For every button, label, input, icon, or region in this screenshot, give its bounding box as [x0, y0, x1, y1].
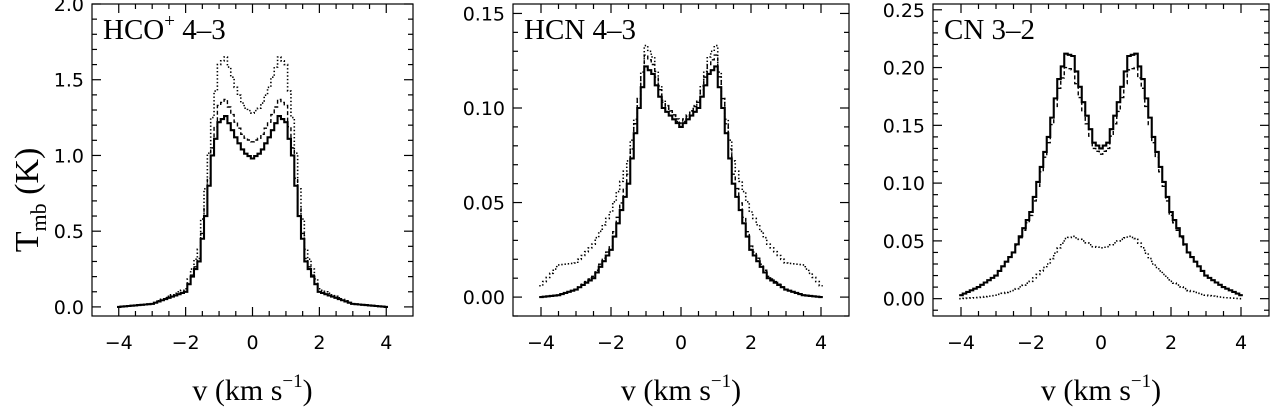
- y-tick-label: 0.10: [463, 98, 505, 120]
- y-tick-label: 0.0: [54, 297, 84, 319]
- series-dashed-line: [117, 98, 388, 308]
- y-tick-label: 0.00: [883, 289, 925, 311]
- x-axis-label: v (km s−1): [1041, 371, 1161, 407]
- panel-title: HCO+ 4–3: [103, 11, 226, 46]
- y-axis-label: Tmb (K): [9, 148, 51, 253]
- series-dotted-line: [117, 56, 388, 308]
- plot-frame: [512, 3, 850, 317]
- x-axis-label-close: ): [1151, 374, 1161, 407]
- panel-2: −4 −2 0 2 4 0.00 0.05 0.10 0.15 HCN 4–3 v (km s−1): [463, 3, 850, 407]
- x-tick-label: 0: [1095, 332, 1107, 354]
- series-dashed-line: [959, 66, 1243, 296]
- x-tick-label: −4: [105, 332, 133, 354]
- y-tick-label: 0.05: [463, 193, 505, 215]
- x-axis-label-sup: −1: [711, 371, 731, 392]
- y-tick-label: 0.25: [883, 0, 925, 22]
- y-tick-label: 1.0: [54, 145, 84, 167]
- series-dotted-line: [539, 44, 823, 287]
- x-tick-label: 2: [745, 332, 757, 354]
- x-tick-label: −4: [947, 332, 975, 354]
- x-axis-label-sup: −1: [1131, 371, 1151, 392]
- y-tick-label: 0.20: [883, 58, 925, 80]
- x-axis-label-sup: −1: [282, 371, 302, 392]
- panel-title: CN 3–2: [944, 14, 1035, 46]
- y-axis-label-unit: (K): [9, 148, 46, 204]
- y-tick-label: 0.15: [463, 3, 505, 25]
- x-tick-label: −4: [527, 332, 555, 354]
- x-axis-label-main: v (km s: [192, 374, 282, 407]
- plot-frame: [932, 3, 1270, 317]
- panel-3: −4 −2 0 2 4 0.00 0.05 0.10 0.15 0.20 0.25 CN 3–2 v (…: [883, 0, 1270, 407]
- y-tick-label: 0.5: [54, 221, 84, 243]
- x-axis-label: v (km s−1): [192, 371, 312, 407]
- x-axis-label-close: ): [303, 374, 313, 407]
- panel-1: −4 −2 0 2 4 0.0 0.5 1.0 1.5 2.0 HCO+ 4–3 v (km s−1): [54, 0, 414, 407]
- y-tick-label: 1.5: [54, 70, 84, 92]
- panel-title-rest: 4–3: [175, 14, 226, 46]
- x-axis-label: v (km s−1): [621, 371, 741, 407]
- panel-title-main: HCO: [103, 14, 164, 46]
- series-dashed-line: [539, 54, 823, 298]
- x-axis-label-main: v (km s: [621, 374, 711, 407]
- x-tick-label: 0: [246, 332, 258, 354]
- plot-frame: [91, 3, 414, 317]
- x-tick-label: −2: [172, 332, 200, 354]
- x-tick-label: −2: [1017, 332, 1045, 354]
- y-tick-label: 2.0: [54, 0, 84, 16]
- y-axis-label-main: T: [9, 231, 46, 252]
- x-tick-label: 2: [1165, 332, 1177, 354]
- series-solid-line: [117, 115, 388, 308]
- y-axis-label-sub: mb: [26, 203, 51, 231]
- x-tick-label: 0: [675, 332, 687, 354]
- panel-title: HCN 4–3: [524, 14, 636, 46]
- panel-title-main: HCN 4–3: [524, 14, 636, 46]
- y-tick-label: 0.05: [883, 231, 925, 253]
- series-solid-line: [959, 52, 1243, 297]
- x-tick-label: 4: [380, 332, 392, 354]
- series-dotted-line: [959, 235, 1243, 300]
- y-tick-label: 0.00: [463, 287, 505, 309]
- y-tick-label: 0.15: [883, 115, 925, 137]
- x-tick-label: 2: [313, 332, 325, 354]
- x-axis-label-close: ): [731, 374, 741, 407]
- panel-title-main: CN 3–2: [944, 14, 1035, 46]
- x-tick-label: 4: [1235, 332, 1247, 354]
- x-axis-label-main: v (km s: [1041, 374, 1131, 407]
- y-tick-label: 0.10: [883, 173, 925, 195]
- x-tick-label: 4: [815, 332, 827, 354]
- panel-title-sup: +: [164, 11, 175, 32]
- x-tick-label: −2: [597, 332, 625, 354]
- series-solid-line: [539, 65, 823, 299]
